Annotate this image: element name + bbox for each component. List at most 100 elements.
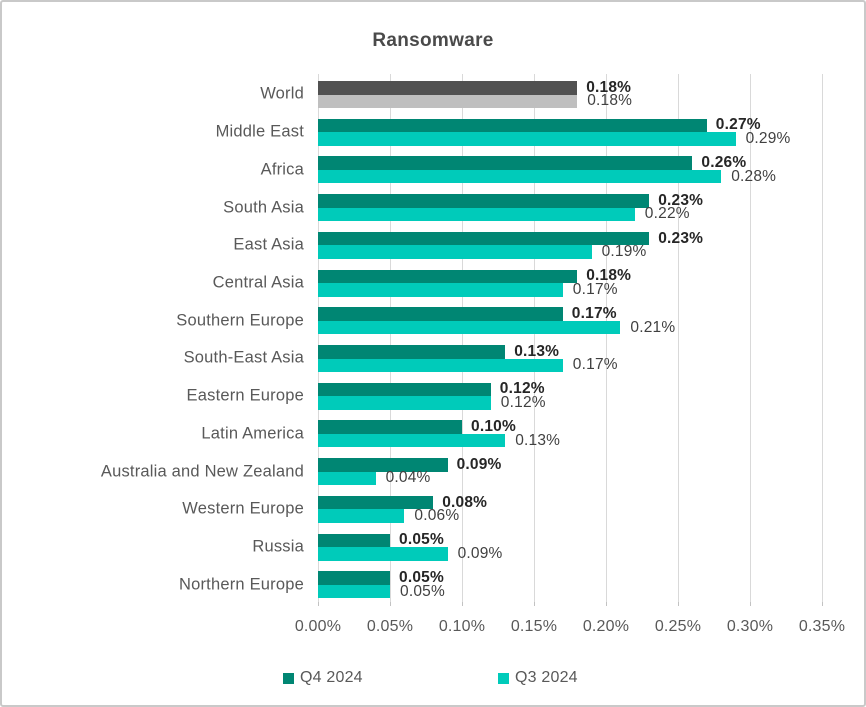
bar-q4-2024-east-asia: [318, 231, 650, 246]
legend-swatch-q3-2024: [498, 672, 509, 684]
bar-q4-2024-africa: [318, 156, 693, 170]
x-tick-label-0-15: 0.15%: [510, 618, 558, 635]
value-label-q3-2024-south-east-asia: 0.17%: [572, 356, 618, 374]
bar-q4-2024-central-asia: [318, 269, 578, 284]
bar-q4-2024-world: [318, 81, 578, 95]
bar-q3-2024-middle-east: [318, 132, 736, 146]
axis-tick-0-00: [318, 602, 319, 606]
value-label-q3-2024-world: 0.18%: [587, 92, 633, 110]
x-tick-label-0-00: 0.00%: [294, 618, 342, 635]
gridline-0-00: [318, 74, 319, 602]
bar-q4-2024-latin-america: [318, 420, 462, 434]
value-label-q4-2024-latin-america: 0.10%: [471, 418, 516, 436]
value-label-q3-2024-eastern-europe: 0.12%: [500, 393, 546, 411]
gridline-0-25: [678, 74, 679, 602]
legend-item-q4-2024: Q4 2024: [283, 669, 363, 687]
bar-q4-2024-southern-europe: [318, 307, 563, 321]
value-label-q4-2024-australia-and-new-zealand: 0.09%: [456, 455, 502, 473]
category-label-south-east-asia: South-East Asia: [183, 348, 304, 367]
value-label-q4-2024-middle-east: 0.27%: [715, 116, 761, 134]
value-label-q3-2024-northern-europe: 0.05%: [400, 582, 445, 600]
x-tick-label-0-10: 0.10%: [438, 618, 486, 635]
value-label-q4-2024-central-asia: 0.18%: [586, 267, 632, 285]
bar-q3-2024-australia-and-new-zealand: [318, 471, 376, 486]
value-label-q3-2024-australia-and-new-zealand: 0.04%: [385, 469, 431, 487]
category-label-middle-east: Middle East: [215, 122, 304, 141]
bar-q3-2024-southern-europe: [318, 320, 621, 335]
axis-tick-0-15: [534, 602, 535, 606]
category-label-western-europe: Western Europe: [182, 499, 304, 518]
axis-tick-0-30: [750, 602, 751, 606]
bar-q4-2024-northern-europe: [318, 571, 390, 585]
bar-q3-2024-east-asia: [318, 245, 592, 259]
value-label-q4-2024-south-east-asia: 0.13%: [514, 342, 560, 360]
gridline-0-15: [534, 74, 535, 602]
bar-q3-2024-south-east-asia: [318, 358, 563, 372]
legend-item-q3-2024: Q3 2024: [498, 669, 578, 687]
x-tick-label-0-30: 0.30%: [726, 618, 774, 635]
bar-q3-2024-central-asia: [318, 283, 563, 297]
value-label-q3-2024-western-europe: 0.06%: [414, 507, 460, 525]
bar-q4-2024-south-east-asia: [318, 345, 506, 359]
gridline-0-20: [606, 74, 607, 602]
category-label-south-asia: South Asia: [223, 198, 304, 217]
category-label-central-asia: Central Asia: [212, 273, 304, 292]
value-label-q3-2024-southern-europe: 0.21%: [630, 318, 676, 336]
bar-q4-2024-russia: [318, 533, 390, 548]
category-label-southern-europe: Southern Europe: [176, 311, 304, 330]
value-label-q4-2024-southern-europe: 0.17%: [571, 305, 617, 323]
legend-label-q3-2024: Q3 2024: [515, 669, 578, 686]
legend-swatch-q4-2024: [283, 672, 294, 684]
category-label-northern-europe: Northern Europe: [179, 575, 304, 594]
value-label-q4-2024-northern-europe: 0.05%: [399, 569, 444, 587]
x-tick-label-0-05: 0.05%: [366, 618, 414, 635]
gridline-0-10: [462, 74, 463, 602]
category-label-africa: Africa: [260, 160, 304, 179]
gridline-0-05: [390, 74, 391, 602]
axis-tick-0-35: [822, 602, 823, 606]
bar-q4-2024-eastern-europe: [318, 382, 491, 397]
value-label-q3-2024-south-asia: 0.22%: [644, 205, 690, 223]
x-tick-label-0-20: 0.20%: [582, 618, 630, 635]
x-tick-label-0-35: 0.35%: [798, 618, 846, 635]
value-label-q4-2024-east-asia: 0.23%: [658, 229, 704, 247]
category-label-eastern-europe: Eastern Europe: [186, 386, 304, 405]
bar-q3-2024-world: [318, 94, 578, 108]
bar-q4-2024-middle-east: [318, 118, 707, 133]
value-label-q4-2024-russia: 0.05%: [399, 531, 444, 549]
value-label-q4-2024-world: 0.18%: [586, 78, 632, 96]
value-label-q4-2024-eastern-europe: 0.12%: [499, 380, 545, 398]
bar-q3-2024-western-europe: [318, 509, 405, 523]
bar-q4-2024-australia-and-new-zealand: [318, 458, 448, 472]
value-label-q3-2024-latin-america: 0.13%: [515, 431, 561, 449]
value-label-q3-2024-russia: 0.09%: [457, 544, 503, 562]
value-label-q3-2024-central-asia: 0.17%: [572, 280, 618, 298]
axis-tick-0-05: [390, 602, 391, 606]
bar-q3-2024-latin-america: [318, 433, 506, 448]
x-tick-label-0-25: 0.25%: [654, 618, 702, 635]
bar-q4-2024-western-europe: [318, 495, 434, 510]
axis-tick-0-25: [678, 602, 679, 606]
chart-title: Ransomware: [372, 30, 494, 51]
value-label-q3-2024-africa: 0.28%: [731, 167, 777, 185]
category-label-world: World: [260, 84, 304, 103]
axis-tick-0-20: [606, 602, 607, 606]
axis-tick-0-10: [462, 602, 463, 606]
gridline-0-35: [822, 74, 823, 602]
value-label-q4-2024-africa: 0.26%: [701, 154, 747, 172]
bar-q4-2024-south-asia: [318, 194, 650, 208]
bar-q3-2024-eastern-europe: [318, 396, 491, 410]
category-label-latin-america: Latin America: [201, 424, 304, 443]
value-label-q4-2024-western-europe: 0.08%: [442, 493, 488, 511]
value-label-q4-2024-south-asia: 0.23%: [658, 191, 704, 209]
bar-q3-2024-northern-europe: [318, 584, 390, 599]
bar-q3-2024-russia: [318, 547, 448, 561]
legend-label-q4-2024: Q4 2024: [300, 669, 363, 686]
category-label-russia: Russia: [252, 537, 304, 556]
bar-q3-2024-africa: [318, 169, 722, 184]
category-label-australia-and-new-zealand: Australia and New Zealand: [100, 462, 304, 481]
category-label-east-asia: East Asia: [233, 235, 304, 254]
value-label-q3-2024-middle-east: 0.29%: [745, 129, 791, 147]
gridline-0-30: [750, 74, 751, 602]
